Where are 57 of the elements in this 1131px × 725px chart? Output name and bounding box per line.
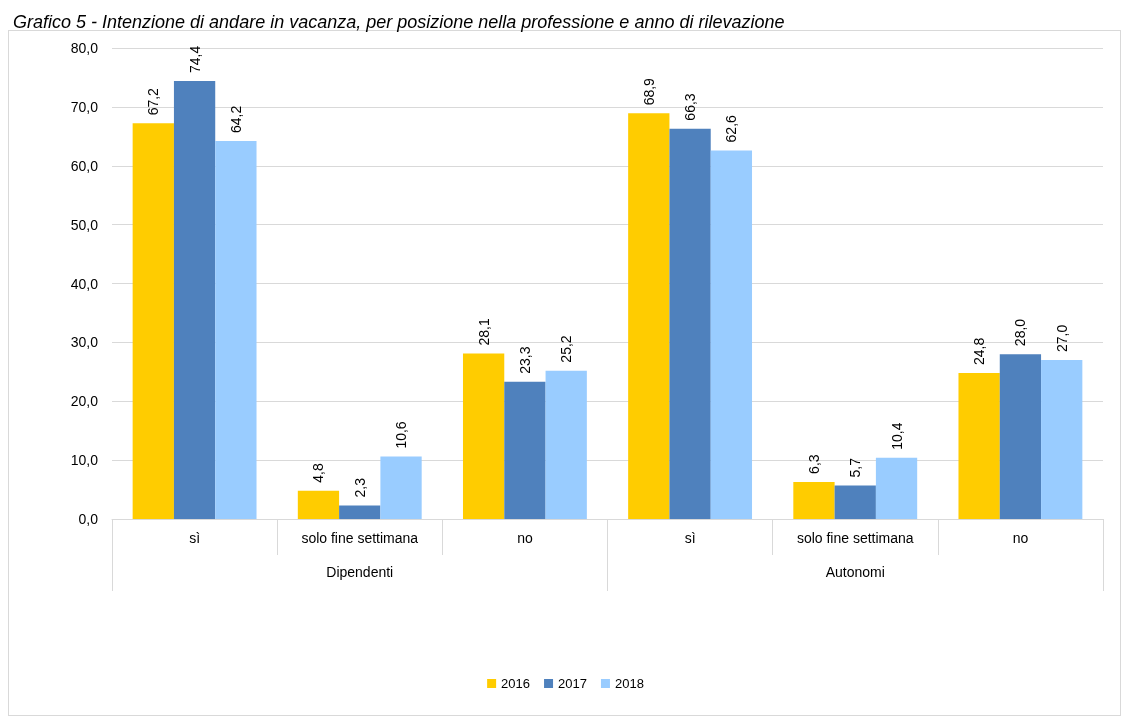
y-tick-label: 40,0 <box>70 275 99 292</box>
data-label: 67,2 <box>145 87 162 116</box>
bar <box>132 123 174 519</box>
x-tick-label: solo fine settimana <box>796 530 914 546</box>
text: Dipendenti <box>326 564 394 580</box>
data-label: 6,3 <box>805 454 822 474</box>
data-label: 27,0 <box>1053 324 1070 353</box>
y-tick-label: 10,0 <box>70 452 99 469</box>
y-tick-label: 80,0 <box>70 40 99 56</box>
bar <box>462 353 505 519</box>
bar <box>380 456 422 519</box>
data-label: 10,4 <box>888 422 905 450</box>
bar <box>545 370 587 519</box>
bar <box>875 457 918 519</box>
data-label: 74,4 <box>186 45 203 73</box>
bar <box>834 485 876 519</box>
x-tick-label: no <box>517 530 533 546</box>
bar <box>339 505 381 519</box>
data-label: 4,8 <box>310 463 327 483</box>
bar <box>504 381 546 519</box>
y-tick-label: 20,0 <box>70 393 99 410</box>
x-tick-label: solo fine settimana <box>301 530 419 546</box>
data-label: 28,0 <box>1012 318 1029 347</box>
y-tick-label: 70,0 <box>70 98 99 115</box>
bar <box>173 80 216 519</box>
data-label: 25,2 <box>558 335 575 363</box>
data-label: 64,2 <box>227 105 244 134</box>
bar <box>793 481 835 519</box>
data-label: 10,6 <box>393 421 410 449</box>
bar <box>669 128 711 519</box>
data-label: 5,7 <box>847 457 864 478</box>
y-tick-label: 0,0 <box>78 511 99 527</box>
bar <box>958 372 1000 519</box>
x-tick-label: no <box>1012 530 1029 546</box>
data-label: 24,8 <box>971 337 988 365</box>
text: Autonomi <box>825 564 885 580</box>
data-label: 2,3 <box>351 477 368 498</box>
data-label: 62,6 <box>723 114 740 143</box>
bar <box>710 150 753 519</box>
y-tick-label: 60,0 <box>70 157 99 174</box>
y-tick-label: 30,0 <box>70 334 99 351</box>
legend-label: 2017 <box>558 676 587 691</box>
legend-label: 2018 <box>614 676 644 691</box>
legend-label: 2016 <box>501 676 531 691</box>
bar <box>297 490 340 519</box>
data-label: 23,3 <box>516 346 533 374</box>
bar <box>215 141 257 519</box>
y-tick-label: 50,0 <box>70 216 99 233</box>
chart-title: Grafico 5 - Intenzione di andare in vacanza, per posizione nella professione e anno di rilevazione <box>13 12 785 32</box>
bar <box>999 354 1042 519</box>
bar <box>1041 360 1083 519</box>
data-label: 28,1 <box>475 318 492 346</box>
x-tick-label: sì <box>189 530 201 546</box>
bar <box>628 113 670 519</box>
data-label: 66,3 <box>682 93 699 121</box>
data-label: 68,9 <box>640 77 657 106</box>
x-tick-label: sì <box>684 530 696 546</box>
